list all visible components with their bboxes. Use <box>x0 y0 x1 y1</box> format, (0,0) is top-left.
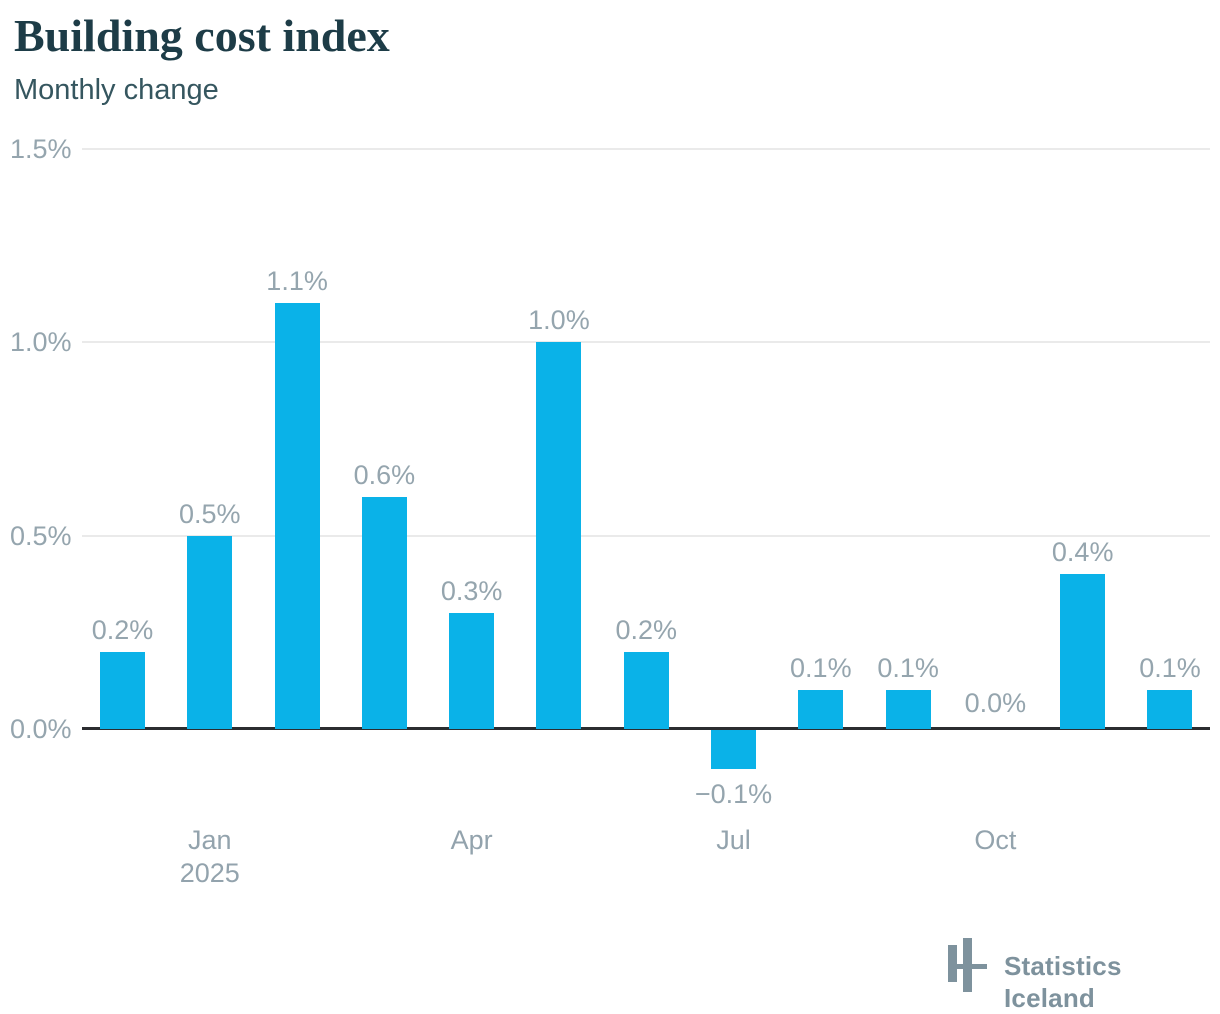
bar-value-label: 0.2% <box>91 614 154 645</box>
bar <box>1060 574 1106 729</box>
x-axis-tick-label: Jan <box>188 825 232 855</box>
bar <box>885 690 931 729</box>
bar-value-label: 0.1% <box>790 653 852 684</box>
bar-value-label: 0.1% <box>877 653 939 684</box>
x-axis-tick-label: Oct <box>974 825 1017 855</box>
chart-subtitle: Monthly change <box>14 74 219 106</box>
bar-value-label: 0.1% <box>1139 653 1201 684</box>
y-axis-tick-label: 1.0% <box>10 327 72 357</box>
x-axis-tick-label: Apr <box>450 825 493 855</box>
bar-value-label: 0.0% <box>964 688 1027 718</box>
bar <box>274 303 320 729</box>
bar <box>1147 690 1193 729</box>
x-axis-tick-label: 2025 <box>179 858 240 888</box>
bar <box>536 342 582 729</box>
bar-value-label: 1.1% <box>266 266 328 297</box>
bar-value-label: 1.0% <box>528 305 590 335</box>
bar-value-label: −0.1% <box>694 778 773 809</box>
bar <box>623 651 669 729</box>
bar <box>361 496 407 729</box>
y-axis-tick-label: 1.5% <box>10 133 72 164</box>
brand-name: Statistics Iceland <box>1004 951 1122 1013</box>
y-axis-tick-label: 0.0% <box>10 714 72 744</box>
bar <box>449 612 495 729</box>
bar-value-label: 0.6% <box>353 459 416 490</box>
bar-value-label: 0.5% <box>179 498 241 529</box>
bar <box>711 730 757 769</box>
y-gridline <box>82 534 1210 537</box>
bar <box>187 535 233 729</box>
y-gridline <box>82 341 1210 343</box>
chart-title: Building cost index <box>14 10 390 61</box>
bar <box>798 690 844 729</box>
statistics-iceland-logo-icon <box>948 964 987 969</box>
bar-value-label: 0.3% <box>440 575 503 606</box>
bar-value-label: 0.2% <box>615 614 677 645</box>
statistics-iceland-logo-icon <box>963 938 972 992</box>
bar-value-label: 0.4% <box>1051 537 1114 568</box>
x-axis-tick-label: Jul <box>716 825 751 855</box>
statistics-iceland-logo-icon <box>948 945 957 982</box>
y-gridline <box>82 147 1210 150</box>
y-axis-tick-label: 0.5% <box>10 520 72 551</box>
bar <box>100 651 145 729</box>
